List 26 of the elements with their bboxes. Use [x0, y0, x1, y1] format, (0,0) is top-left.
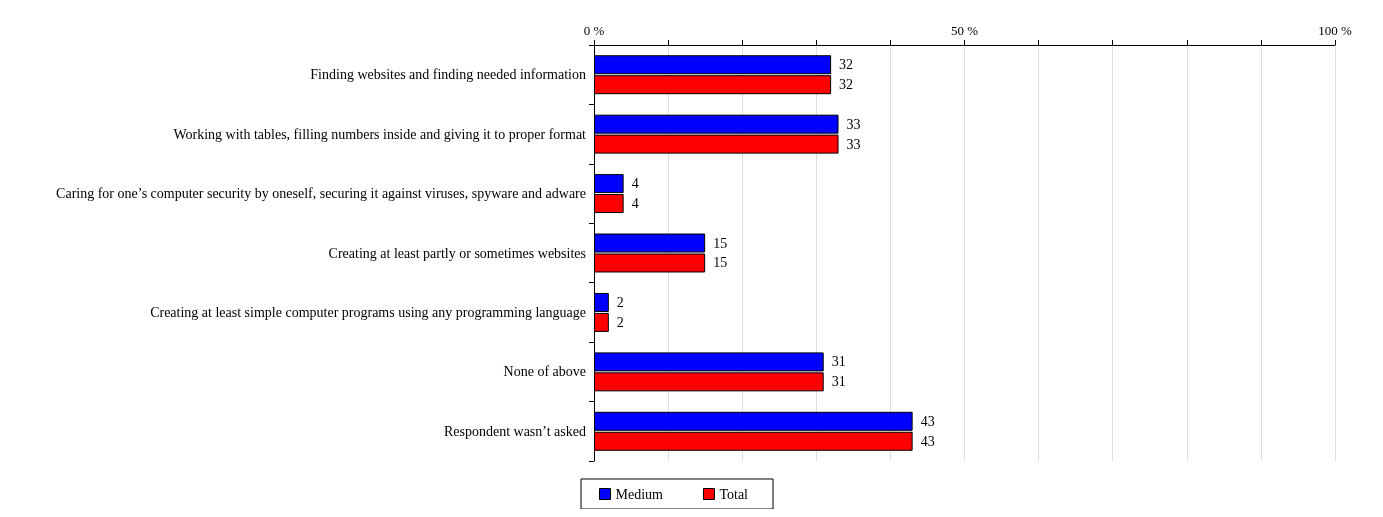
data-label: 15	[713, 255, 728, 271]
data-label: 2	[616, 314, 624, 330]
data-label: 15	[713, 235, 728, 251]
x-tick-label: 100 %	[1318, 23, 1352, 38]
data-label: 2	[616, 294, 624, 310]
data-label: 32	[839, 77, 854, 93]
data-label: 4	[631, 196, 639, 212]
data-label: 32	[839, 57, 854, 73]
legend-label: Total	[719, 486, 749, 502]
y-tick-label: Finding websites and finding needed information	[310, 67, 586, 83]
y-tick-label: None of above	[503, 364, 586, 380]
x-tick-label: 50 %	[950, 23, 979, 38]
data-label: 43	[920, 433, 935, 449]
data-label: 33	[846, 136, 861, 152]
y-tick-label: Respondent wasn’t asked	[443, 423, 586, 439]
legend-label: Medium	[615, 486, 664, 502]
y-tick-label: Working with tables, filling numbers inside and giving it to proper format	[173, 126, 587, 142]
data-label: 33	[846, 116, 861, 132]
data-label: 4	[631, 176, 639, 192]
data-label: 31	[831, 374, 846, 390]
y-tick-label: Creating at least partly or sometimes websites	[328, 245, 586, 261]
data-label: 43	[920, 413, 935, 429]
x-tick-label: 0 %	[583, 23, 605, 38]
data-label: 31	[831, 354, 846, 370]
y-tick-label: Creating at least simple computer programs using any programming language	[150, 304, 586, 320]
y-tick-label: Caring for one’s computer security by oneself, securing it against viruses, spyware and adware	[56, 186, 586, 202]
